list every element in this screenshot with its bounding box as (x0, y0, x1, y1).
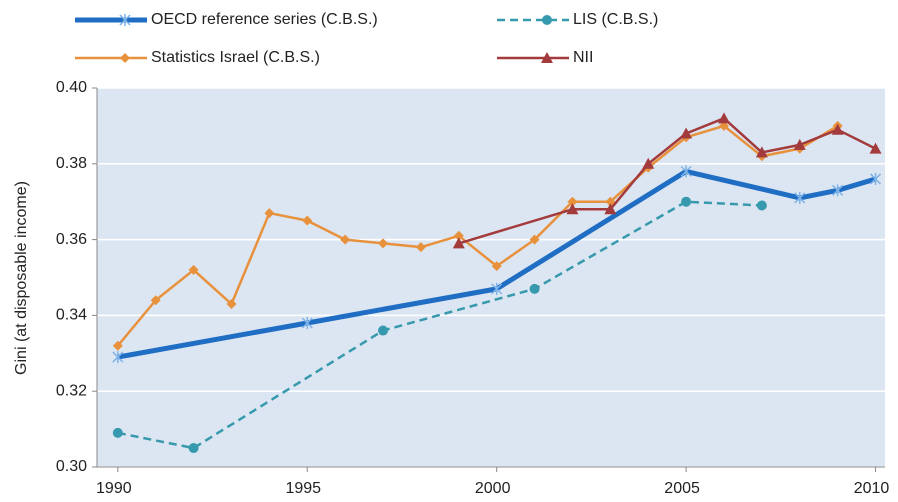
marker (378, 238, 389, 249)
marker (869, 142, 882, 154)
marker (112, 351, 124, 364)
marker (529, 283, 540, 294)
legend-item: OECD reference series (C.B.S.) (75, 11, 378, 28)
y-tick-label: 0.40 (56, 79, 87, 96)
marker (264, 208, 275, 219)
marker (453, 230, 464, 241)
legend-label: OECD reference series (C.B.S.) (151, 11, 378, 28)
legend-label: NII (573, 49, 593, 66)
y-tick-label: 0.30 (56, 458, 87, 475)
marker (542, 15, 552, 25)
y-tick-label: 0.36 (56, 231, 87, 248)
marker (415, 242, 426, 253)
marker (681, 196, 692, 207)
marker (150, 295, 161, 306)
marker (340, 234, 351, 245)
x-tick-label: 1990 (96, 480, 132, 497)
plot-area (97, 88, 885, 467)
marker (112, 340, 123, 351)
marker (491, 261, 502, 272)
series-line (116, 124, 839, 347)
marker (567, 196, 578, 207)
legend-label: LIS (C.B.S.) (573, 11, 658, 28)
marker (301, 316, 313, 329)
marker (605, 196, 616, 207)
x-tick-label: 2005 (664, 480, 700, 497)
marker (642, 157, 655, 169)
y-tick-label: 0.38 (56, 155, 87, 172)
marker (120, 53, 130, 63)
marker (832, 184, 844, 197)
marker (529, 234, 540, 245)
legend-item: NII (497, 49, 593, 66)
x-tick-label: 2010 (854, 480, 890, 497)
series-line (117, 200, 762, 450)
legend-item: LIS (C.B.S.) (497, 11, 658, 28)
marker (717, 112, 730, 124)
marker (756, 200, 767, 211)
marker (226, 299, 237, 310)
marker (188, 443, 199, 454)
marker (188, 264, 199, 275)
marker (378, 325, 389, 336)
marker (831, 123, 844, 135)
marker (793, 138, 806, 150)
marker (755, 146, 768, 158)
legend-label: Statistics Israel (C.B.S.) (151, 49, 320, 66)
marker (794, 191, 806, 204)
marker (491, 282, 503, 295)
marker (452, 237, 465, 249)
y-tick-label: 0.32 (56, 382, 87, 399)
marker (680, 165, 692, 178)
x-tick-label: 2000 (475, 480, 511, 497)
marker (119, 14, 131, 26)
marker (566, 203, 579, 215)
legend-item: Statistics Israel (C.B.S.) (75, 49, 320, 66)
marker (112, 427, 123, 438)
x-tick-label: 1995 (285, 480, 321, 497)
marker (604, 203, 617, 215)
marker (302, 215, 313, 226)
marker (718, 120, 729, 131)
y-axis-label: Gini (at disposable income) (13, 181, 30, 375)
y-tick-label: 0.34 (56, 307, 87, 324)
marker (869, 172, 882, 185)
marker (680, 127, 693, 139)
series-line (458, 117, 877, 245)
marker (541, 52, 553, 63)
